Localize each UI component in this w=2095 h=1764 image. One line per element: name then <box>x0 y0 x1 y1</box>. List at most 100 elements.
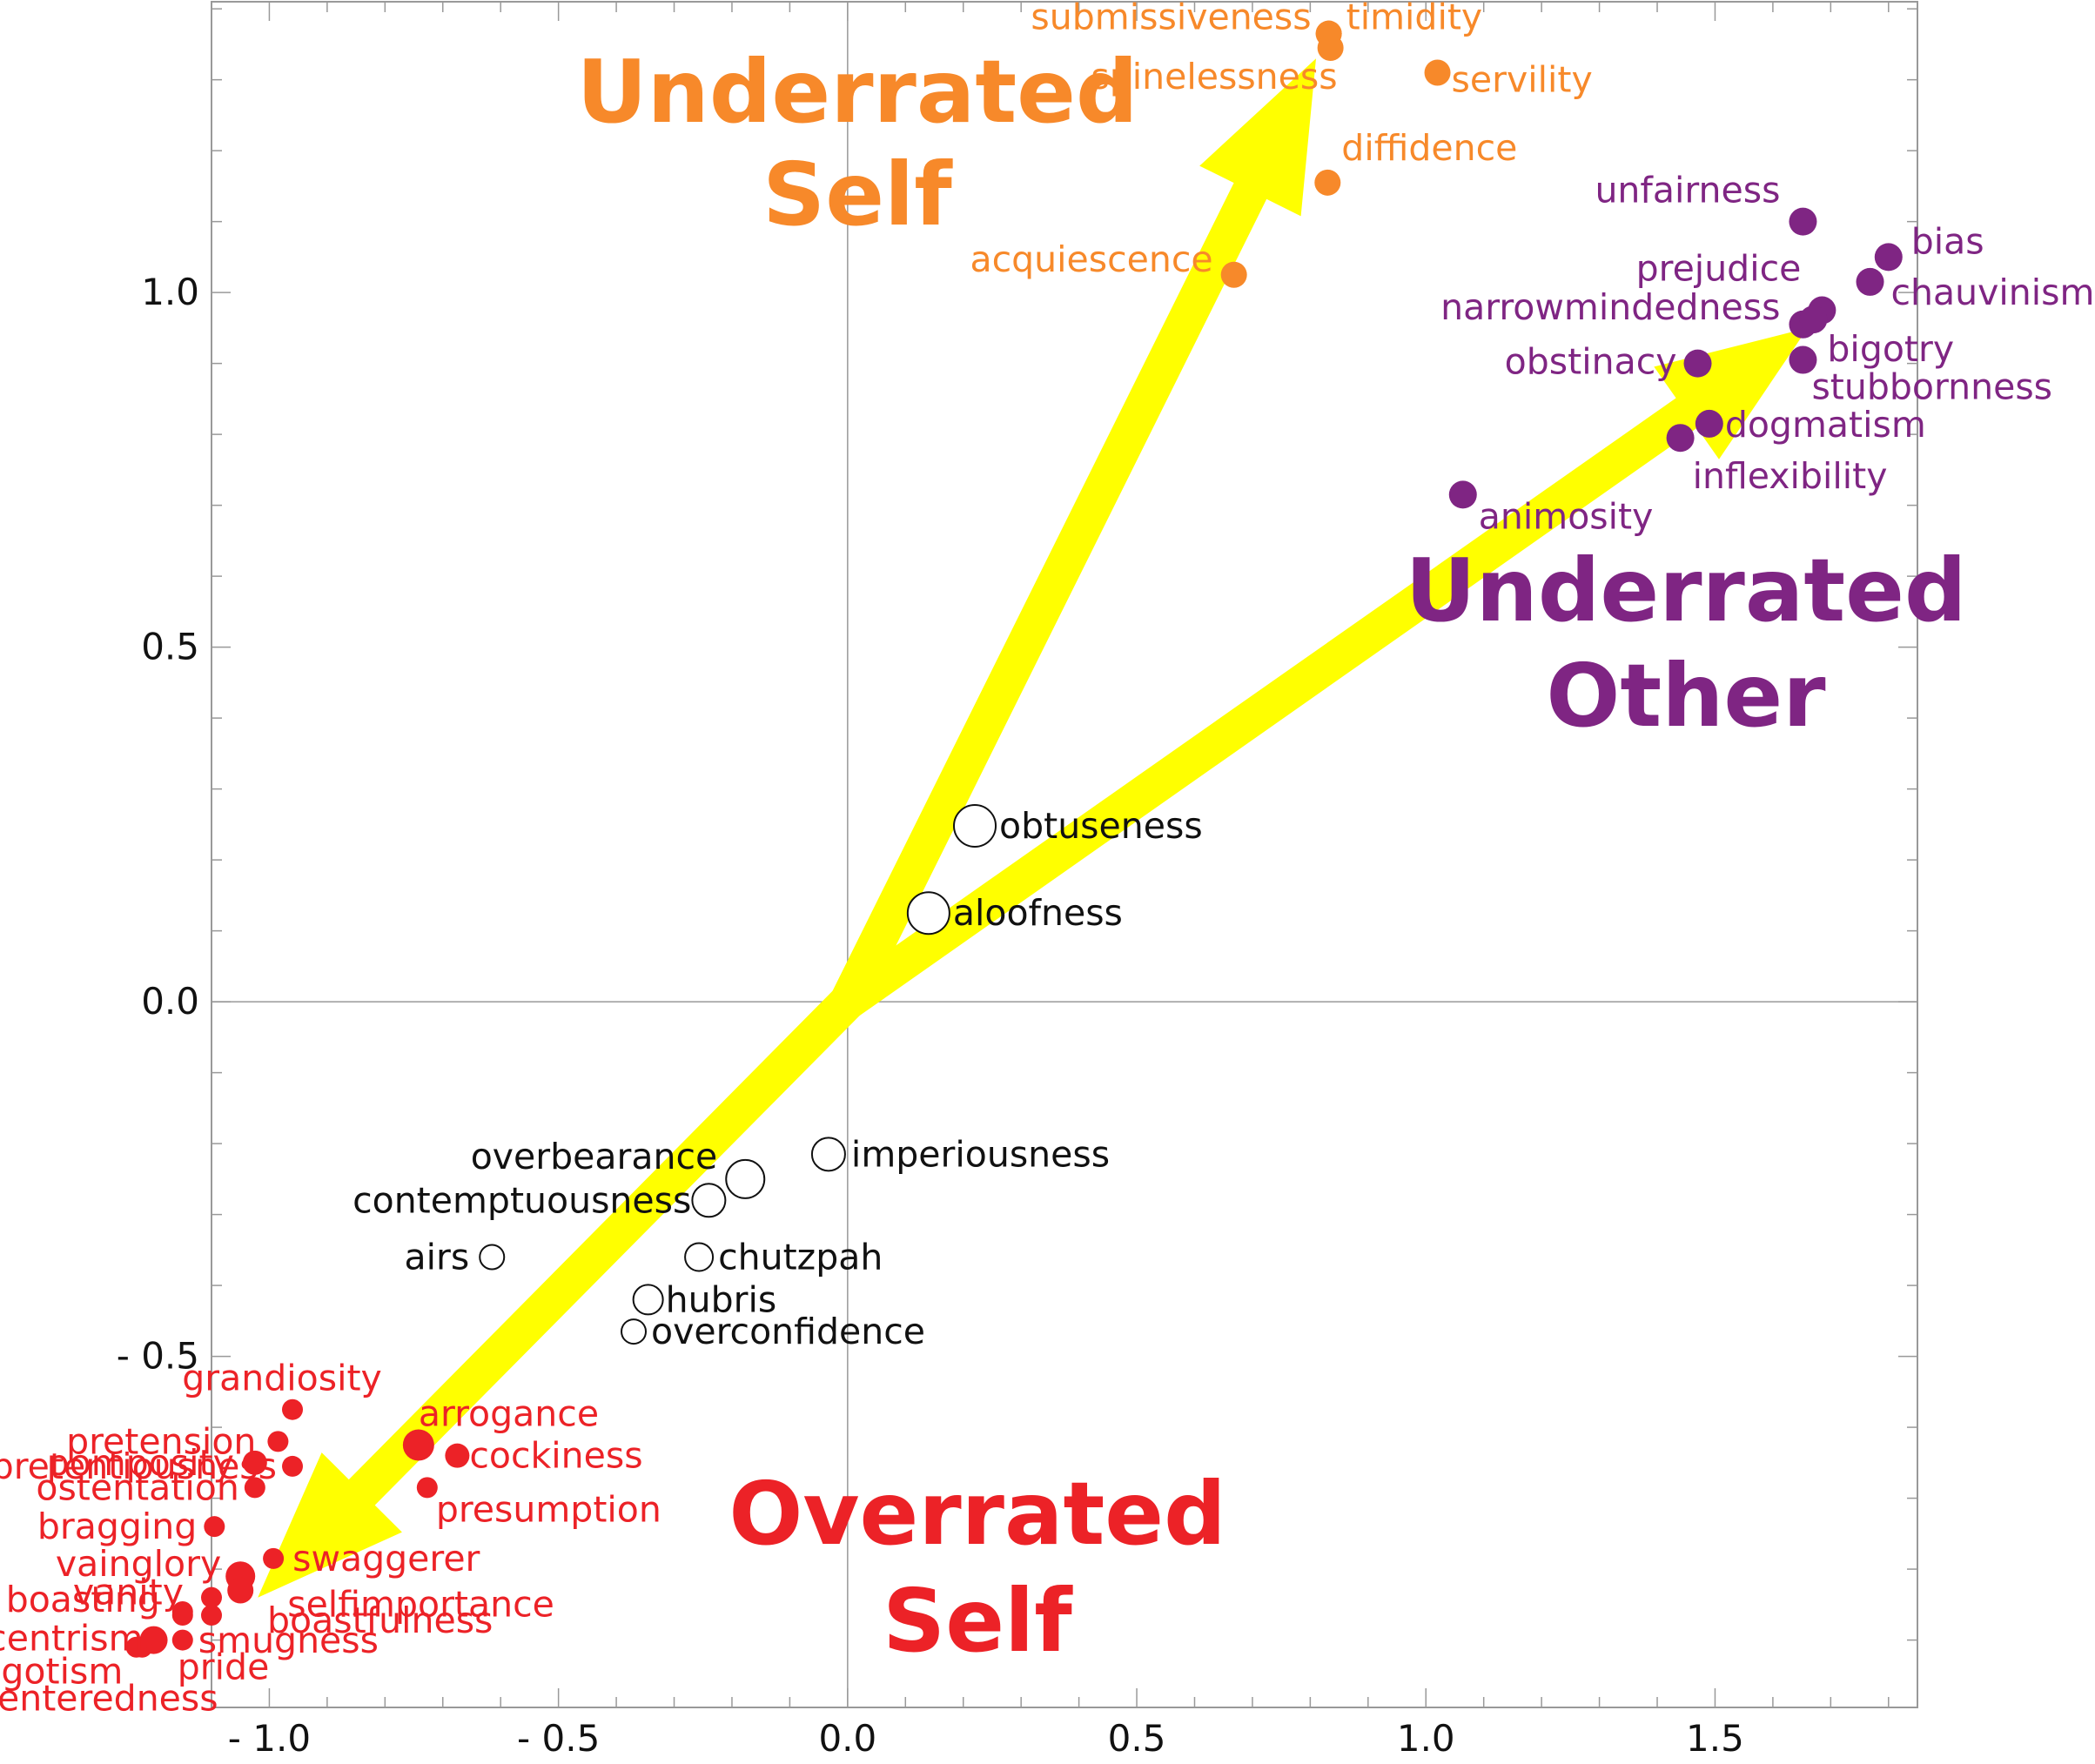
y-tick-label: - 0.5 <box>117 1335 199 1378</box>
x-tick-label: 0.0 <box>818 1717 876 1760</box>
point-airs <box>479 1244 506 1271</box>
point-animosity <box>1448 480 1477 509</box>
point-label-chutzpah: chutzpah <box>718 1236 883 1278</box>
x-tick-label: 1.5 <box>1686 1717 1744 1760</box>
point-dogmatism <box>1695 409 1723 438</box>
point-bias <box>1874 243 1903 272</box>
point-label-pride: pride <box>178 1647 270 1688</box>
x-tick-label: 1.0 <box>1397 1717 1455 1760</box>
point-label-boasting: boasting <box>6 1579 160 1620</box>
point-label-bigotry: bigotry <box>1827 328 1954 370</box>
point-obstinacy <box>1683 349 1712 378</box>
point-label-airs: airs <box>405 1236 470 1278</box>
point-swaggerer <box>263 1547 285 1569</box>
group-label-underrated-self-line1: Underrated <box>576 41 1138 143</box>
y-tick-label: 0.5 <box>141 626 199 668</box>
point-label-obstinacy: obstinacy <box>1505 341 1677 383</box>
point-label-grandiosity: grandiosity <box>182 1358 382 1399</box>
point-obtuseness <box>953 803 997 848</box>
group-label-overrated-self-line1: Overrated <box>729 1463 1225 1565</box>
point-label-spinelessness: spinelessness <box>1091 56 1337 97</box>
point-boastfulness <box>201 1605 222 1627</box>
points-layer <box>125 20 1903 1658</box>
point-pride <box>171 1629 193 1651</box>
point-label-imperiousness: imperiousness <box>851 1133 1110 1175</box>
point-label-vainglory: vainglory <box>56 1543 221 1585</box>
point-smugness <box>171 1605 193 1627</box>
point-label-swaggerer: swaggerer <box>292 1538 480 1580</box>
point-pretension <box>267 1431 289 1452</box>
point-label-pomposity: pomposity <box>47 1442 234 1484</box>
point-pretentiousness <box>282 1455 304 1477</box>
point-chutzpah <box>684 1242 715 1272</box>
point-label-egocentrism: egocentrism <box>0 1618 144 1660</box>
point-servility <box>1424 59 1451 86</box>
group-label-underrated-other-line1: Underrated <box>1405 540 1966 641</box>
point-imperiousness <box>810 1137 846 1172</box>
y-tick-label: 0.0 <box>141 980 199 1023</box>
point-stubbornness <box>1789 345 1817 374</box>
point-acquiescence <box>1220 261 1247 288</box>
point-label-diffidence: diffidence <box>1341 127 1517 169</box>
point-overconfidence <box>621 1318 648 1345</box>
x-tick-label: 0.5 <box>1108 1717 1166 1760</box>
point-label-servility: servility <box>1452 58 1593 100</box>
x-tick-label: - 0.5 <box>517 1717 600 1760</box>
point-label-stubbornness: stubbornness <box>1811 366 2052 408</box>
point-label-boastfulness: boastfulness <box>267 1600 493 1641</box>
point-overbearance <box>725 1158 766 1199</box>
point-label-cockiness: cockiness <box>469 1435 642 1477</box>
point-label-pretension: pretension <box>66 1420 256 1462</box>
point-presumption <box>416 1477 438 1499</box>
point-label-overbearance: overbearance <box>471 1136 718 1177</box>
point-label-submissiveness: submissiveness <box>1031 0 1311 38</box>
point-label-prejudice: prejudice <box>1636 248 1802 290</box>
point-label-timidity: timidity <box>1346 0 1483 38</box>
point-label-ostentation: ostentation <box>36 1466 238 1508</box>
point-arrogance <box>402 1429 434 1461</box>
point-label-vanity: vanity <box>73 1572 184 1613</box>
point-hubris <box>632 1284 664 1316</box>
point-label-unfairness: unfairness <box>1595 170 1780 211</box>
point-bigotry <box>1799 305 1828 334</box>
point-label-narrowmindedness: narrowmindedness <box>1440 286 1780 328</box>
axes-layer: - 1.0 - 0.5 0.0 0.5 1.0 1.5 - 0.5 0.0 0.5 1.0 <box>117 1 1918 1760</box>
point-label-dogmatism: dogmatism <box>1725 404 1926 446</box>
point-label-smugness: smugness <box>198 1620 379 1661</box>
group-label-underrated-other-line2: Other <box>1546 645 1826 747</box>
point-label-selfcenteredness: selfcenteredness <box>0 1678 218 1720</box>
point-pomposity <box>242 1450 267 1475</box>
point-label-presumption: presumption <box>436 1488 661 1530</box>
point-label-arrogance: arrogance <box>419 1392 599 1434</box>
point-label-pretentiousness: pretentiousness <box>0 1445 277 1487</box>
point-label-contemptuousness: contemptuousness <box>353 1179 691 1221</box>
point-label-bragging: bragging <box>37 1506 197 1547</box>
point-label-inflexibility: inflexibility <box>1693 455 1888 497</box>
point-inflexibility <box>1666 424 1695 453</box>
point-selfcenteredness <box>125 1636 147 1658</box>
y-tick-label: 1.0 <box>141 271 199 313</box>
arrow <box>836 327 1808 1017</box>
group-labels-layer: UnderratedSelfUnderratedOtherOverratedSe… <box>576 41 1966 1672</box>
group-label-underrated-self-line2: Self <box>762 144 953 245</box>
point-grandiosity <box>282 1398 304 1420</box>
point-cockiness <box>445 1443 470 1468</box>
x-tick-label: - 1.0 <box>228 1717 311 1760</box>
point-selfimportance <box>227 1577 254 1604</box>
point-spinelessness <box>1317 34 1344 61</box>
point-label-acquiescence: acquiescence <box>970 238 1212 280</box>
point-chauvinism <box>1856 267 1884 296</box>
point-contemptuousness <box>691 1183 727 1218</box>
point-label-bias: bias <box>1911 220 1984 262</box>
point-label-animosity: animosity <box>1479 495 1654 537</box>
point-bragging <box>204 1516 225 1538</box>
point-aloofness <box>906 891 950 936</box>
arrow <box>831 58 1316 1010</box>
point-label-obtuseness: obtuseness <box>999 805 1203 847</box>
point-label-aloofness: aloofness <box>953 892 1123 934</box>
point-ostentation <box>244 1477 265 1499</box>
point-label-hubris: hubris <box>666 1278 777 1320</box>
